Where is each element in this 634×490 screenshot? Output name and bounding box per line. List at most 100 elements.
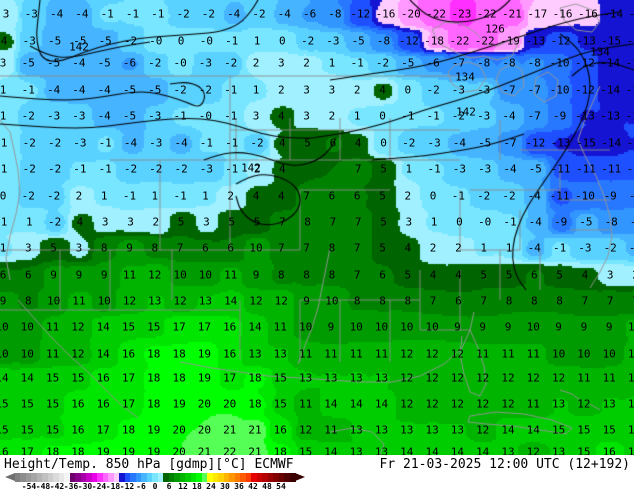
grid-value: 14 [349, 397, 363, 411]
grid-value: -5 [21, 56, 35, 70]
grid-value: 15 [298, 445, 313, 456]
grid-value: 12 [627, 371, 634, 385]
colorbar-tick: 42 [248, 482, 258, 490]
grid-value: -11 [550, 162, 571, 176]
grid-value: 2 [152, 215, 160, 229]
grid-value: 12 [526, 445, 540, 456]
grid-value: 3 [303, 83, 310, 97]
map-panel[interactable]: 3 -3 -4 -4 -1 -1 -1 -2 -2 -4 -2 -4 -6 -8 -12 -16 -20 -22-… [0, 0, 634, 455]
grid-value: 16 [602, 445, 616, 456]
grid-value: 19 [197, 371, 212, 385]
grid-value: 9 [327, 320, 335, 334]
grid-value: 13 [602, 397, 616, 411]
colorbar-segment [152, 473, 159, 482]
colorbar-segment [234, 473, 241, 482]
grid-value: 3 [606, 268, 614, 282]
grid-value: 11 [224, 268, 238, 282]
colorbar-segment [42, 473, 49, 482]
colorbar-segment [47, 473, 55, 482]
grid-value: 3 [405, 215, 413, 229]
grid-value: -5 [47, 34, 62, 48]
grid-value: -2 [426, 83, 440, 97]
grid-value: 3 [2, 7, 10, 21]
grid-value: 11 [577, 371, 591, 385]
colorbar-segment [69, 473, 76, 482]
run-timestamp: Fr 21-03-2025 12:00 UTC (12+192) [379, 457, 630, 472]
grid-value: -22 [426, 7, 447, 21]
grid-value: 18 [147, 371, 161, 385]
grid-value: 14 [324, 397, 338, 411]
grid-value: 18 [147, 347, 161, 361]
grid-value: 8 [100, 241, 108, 255]
grid-value: -13 [600, 109, 621, 123]
grid-value: -2 [173, 83, 187, 97]
grid-value: 14 [425, 445, 439, 456]
grid-value: 15 [627, 445, 634, 456]
colorbar-segment [15, 473, 22, 482]
grid-value: 2 [328, 109, 336, 123]
grid-value: 4 [581, 268, 589, 282]
grid-value: -1 [173, 109, 187, 123]
grid-value: 0 [404, 83, 412, 97]
grid-value: 7 [176, 241, 184, 255]
grid-value: -2 [300, 34, 315, 48]
grid-value: 11 [122, 268, 137, 282]
grid-value: -2 [21, 189, 35, 203]
grid-value: 17 [121, 371, 136, 385]
grid-value: -8 [527, 56, 541, 70]
grid-value: 11 [526, 397, 540, 411]
grid-value: 3 [252, 109, 260, 123]
grid-value: 10 [298, 320, 313, 334]
grid-value: 12 [148, 268, 162, 282]
grid-value: -8 [502, 56, 516, 70]
grid-value: 18 [273, 445, 287, 456]
grid-value: 1 [405, 162, 413, 176]
grid-value: -5 [579, 215, 593, 229]
grid-value: -3 [478, 162, 492, 176]
colorbar-segment [174, 473, 181, 482]
grid-value: 13 [248, 347, 262, 361]
grid-value: 13 [374, 371, 389, 385]
grid-value: -11 [626, 162, 634, 176]
footer-bar: Height/Temp. 850 hPa [gdmp][°C] ECMWF Fr… [0, 455, 634, 490]
colorbar-segment [163, 473, 170, 482]
grid-value: 11 [349, 347, 363, 361]
grid-value: 7 [353, 241, 361, 255]
grid-value: -5 [46, 56, 61, 70]
grid-value: 11 [72, 294, 86, 308]
grid-value: 2 [253, 162, 261, 176]
grid-value: -5 [401, 56, 415, 70]
grid-value: 20 [172, 423, 186, 437]
grid-value: 15 [273, 371, 287, 385]
grid-value: 5 [304, 136, 311, 150]
grid-value: -4 [123, 136, 138, 150]
grid-value: 21 [248, 423, 262, 437]
contour-label: 142 [456, 105, 476, 119]
grid-value: 8 [404, 294, 412, 308]
grid-value: 16 [0, 445, 9, 456]
grid-value: -8 [477, 56, 491, 70]
grid-value: 6 [379, 268, 386, 282]
colorbar-segment [91, 473, 98, 482]
grid-value: 12 [450, 371, 465, 385]
grid-value: -1 [552, 241, 567, 255]
grid-value: 13 [501, 445, 515, 456]
grid-value: -7 [527, 83, 541, 97]
grid-value: 1 [252, 83, 260, 97]
grid-value: 10 [249, 241, 263, 255]
colorbar-segment [218, 473, 225, 482]
grid-value: -2 [252, 7, 266, 21]
grid-value: -2 [123, 34, 138, 48]
grid-value: 17 [197, 320, 212, 334]
colorbar-segment [157, 473, 164, 482]
grid-value: -5 [351, 34, 365, 48]
grid-value: -22 [476, 7, 497, 21]
colorbar-segment [141, 473, 148, 482]
grid-value: 10 [551, 347, 566, 361]
grid-value: 5 [177, 215, 185, 229]
grid-value: 15 [273, 397, 287, 411]
colorbar-tick: 6 [166, 482, 172, 490]
grid-value: 11 [298, 397, 313, 411]
grid-value: 3 [203, 215, 210, 229]
grid-value: -4 [97, 109, 111, 123]
